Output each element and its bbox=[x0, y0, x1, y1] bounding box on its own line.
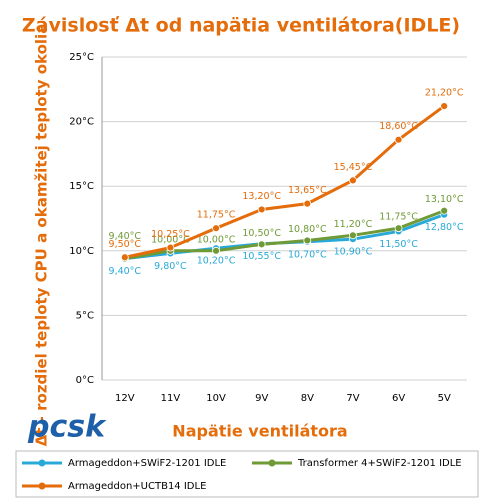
data-point bbox=[440, 102, 449, 110]
legend-box bbox=[15, 450, 479, 498]
x-tick-label: 5V bbox=[438, 393, 451, 404]
data-point bbox=[257, 205, 266, 214]
data-point bbox=[303, 236, 312, 245]
data-label: 10,00°C bbox=[197, 234, 236, 245]
x-tick-label: 12V bbox=[115, 393, 135, 404]
y-tick-label: 5°C bbox=[76, 310, 94, 321]
data-label: 10,20°C bbox=[197, 256, 236, 267]
logo: pcsk bbox=[27, 410, 107, 445]
data-label: 15,45°C bbox=[334, 162, 373, 173]
data-point bbox=[349, 231, 357, 240]
data-label: 11,75°C bbox=[197, 210, 236, 221]
data-label: 10,90°C bbox=[334, 247, 373, 258]
legend-label: Armageddon+SWiF2-1201 IDLE bbox=[68, 458, 226, 469]
data-label: 10,50°C bbox=[242, 228, 281, 239]
data-point bbox=[394, 224, 403, 233]
x-tick-label: 6V bbox=[392, 393, 405, 404]
legend-marker bbox=[268, 459, 276, 467]
data-point bbox=[120, 253, 129, 262]
series-line bbox=[124, 209, 445, 261]
data-label: 10,55°C bbox=[242, 251, 281, 262]
data-label: 21,20°C bbox=[425, 88, 464, 99]
data-point bbox=[212, 224, 220, 233]
x-tick-label: 9V bbox=[255, 393, 268, 404]
chart-title: Závislosť Δt od napätia ventilátora(IDLE… bbox=[22, 15, 460, 37]
data-label: 9,40°C bbox=[109, 266, 142, 277]
data-label: 11,20°C bbox=[334, 219, 373, 230]
data-label: 10,25°C bbox=[151, 229, 190, 240]
y-axis-label: Δt - rozdiel teploty CPU a okamžitej tep… bbox=[33, 24, 51, 447]
series-line bbox=[124, 104, 446, 259]
legend-label: Transformer 4+SWiF2-1201 IDLE bbox=[297, 458, 462, 469]
x-tick-label: 8V bbox=[301, 393, 314, 404]
data-label: 13,65°C bbox=[288, 185, 327, 196]
x-tick-label: 7V bbox=[346, 393, 359, 404]
data-point bbox=[166, 243, 175, 252]
data-label: 9,40°C bbox=[109, 231, 142, 242]
data-label: 10,80°C bbox=[288, 224, 327, 235]
legend-marker bbox=[38, 459, 46, 467]
y-tick-label: 10°C bbox=[69, 246, 94, 257]
legend-marker bbox=[38, 482, 46, 490]
data-label: 11,75°C bbox=[379, 212, 418, 223]
y-tick-label: 25°C bbox=[69, 52, 94, 63]
data-point bbox=[303, 199, 312, 208]
data-point bbox=[212, 246, 220, 255]
data-label: 12,80°C bbox=[425, 222, 464, 233]
data-label: 11,50°C bbox=[379, 239, 418, 250]
data-label: 9,80°C bbox=[154, 261, 187, 272]
y-tick-label: 0°C bbox=[76, 375, 94, 386]
data-point bbox=[394, 135, 403, 144]
data-point bbox=[349, 176, 357, 185]
x-tick-label: 10V bbox=[206, 393, 226, 404]
x-tick-label: 11V bbox=[161, 393, 181, 404]
data-point bbox=[440, 206, 449, 215]
x-axis-label: Napätie ventilátora bbox=[172, 422, 347, 441]
data-point bbox=[257, 240, 266, 249]
data-label: 13,10°C bbox=[425, 194, 464, 205]
data-label: 18,60°C bbox=[379, 121, 418, 132]
y-tick-label: 20°C bbox=[69, 117, 94, 128]
data-label: 9,50°C bbox=[109, 239, 142, 250]
data-label: 13,20°C bbox=[242, 191, 281, 202]
legend-label: Armageddon+UCTB14 IDLE bbox=[68, 481, 206, 492]
data-label: 10,70°C bbox=[288, 249, 327, 260]
data-label: 10,00°C bbox=[151, 234, 190, 245]
y-tick-label: 15°C bbox=[69, 181, 94, 192]
